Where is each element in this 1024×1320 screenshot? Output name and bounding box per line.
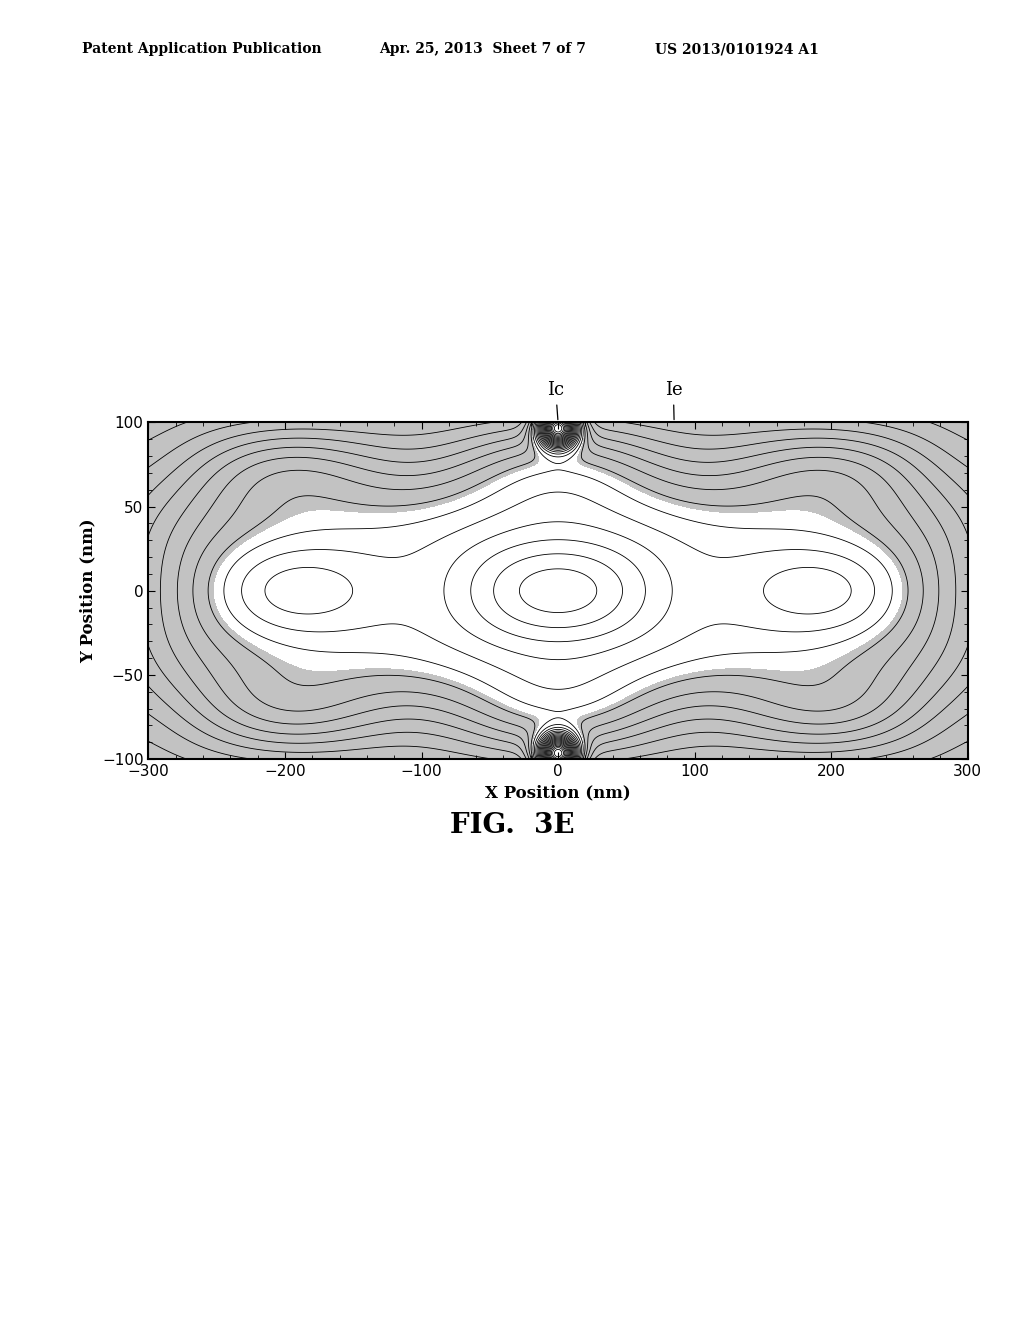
X-axis label: X Position (nm): X Position (nm)	[485, 784, 631, 801]
Text: Apr. 25, 2013  Sheet 7 of 7: Apr. 25, 2013 Sheet 7 of 7	[379, 42, 586, 57]
Text: Ic: Ic	[547, 381, 564, 420]
Text: US 2013/0101924 A1: US 2013/0101924 A1	[655, 42, 819, 57]
Text: FIG.  3E: FIG. 3E	[450, 812, 574, 838]
Y-axis label: Y Position (nm): Y Position (nm)	[80, 519, 96, 663]
Text: Ie: Ie	[665, 381, 682, 420]
Text: Patent Application Publication: Patent Application Publication	[82, 42, 322, 57]
